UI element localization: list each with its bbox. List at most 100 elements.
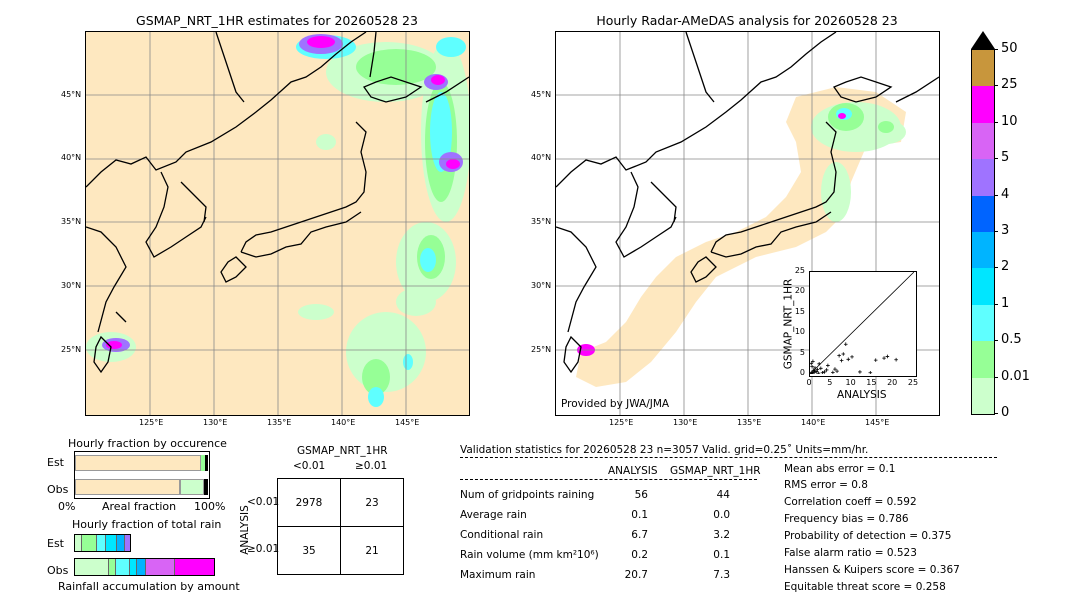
scatter-point	[811, 359, 815, 364]
scatter-point	[858, 370, 862, 374]
validation-row-analysis: 20.7	[624, 569, 648, 581]
validation-col-rule	[460, 479, 757, 480]
colorbar-tick-mark	[994, 85, 998, 87]
total-est-bar	[74, 534, 131, 552]
validation-row-label: Num of gridpoints raining	[460, 489, 595, 501]
score-rmse: RMS error = 0.8	[784, 479, 868, 491]
colorbar-segment	[972, 232, 994, 269]
colorbar-segment	[972, 377, 994, 415]
scatter-point	[868, 370, 873, 375]
scatter-y-tick-label: 0	[799, 368, 805, 377]
contingency-cell-miss: 35	[277, 526, 341, 575]
scatter-point	[822, 370, 827, 374]
occurrence-est-bar-rain	[201, 455, 205, 471]
colorbar	[971, 49, 995, 415]
colorbar-tick-mark	[994, 231, 998, 232]
left-lon-135: 135°E	[267, 418, 292, 427]
total-obs-bar	[74, 558, 215, 576]
right-lon-135: 135°E	[737, 418, 762, 427]
scatter-ylabel: GSMAP_NRT_1HR	[782, 278, 795, 370]
colorbar-tick-label: 2	[1001, 259, 1010, 275]
right-coastline	[556, 32, 939, 374]
scatter-point	[850, 355, 854, 359]
validation-row-gsmap: 44	[716, 489, 730, 501]
scatter-xlabel: ANALYSIS	[837, 389, 887, 401]
left-lat-35: 35°N	[61, 217, 82, 226]
contingency-cell-hit-none: 2978	[277, 478, 341, 527]
score-hk: Hanssen & Kuipers score = 0.367	[784, 564, 960, 576]
occurrence-obs-bar-edge	[204, 479, 208, 495]
right-lat-25: 25°N	[531, 345, 552, 354]
colorbar-tick-mark	[994, 49, 998, 50]
validation-row-gsmap: 7.3	[713, 569, 730, 581]
right-map-credit: Provided by JWA/JMA	[561, 398, 670, 410]
validation-header: Validation statistics for 20260528 23 n=…	[460, 444, 869, 456]
right-lon-125: 125°E	[609, 418, 634, 427]
colorbar-tick-mark	[994, 413, 998, 414]
validation-row-analysis: 0.1	[631, 509, 648, 521]
scatter-x-tick-label: 15	[866, 378, 877, 387]
scatter-x-tick-label: 25	[907, 378, 919, 387]
scatter-point	[817, 362, 821, 366]
occurrence-obs-bar-none	[75, 479, 180, 495]
right-lat-30: 30°N	[531, 281, 552, 290]
occurrence-axis-mid: Areal fraction	[102, 500, 177, 513]
occurrence-est-label: Est	[47, 456, 64, 469]
scatter-x-tick-label: 0	[806, 378, 812, 387]
left-lat-40: 40°N	[61, 153, 82, 162]
colorbar-segment	[972, 341, 994, 378]
right-coverage-area	[576, 87, 906, 387]
colorbar-segment	[972, 268, 994, 305]
scatter-point	[833, 367, 837, 371]
validation-row-gsmap: 0.1	[713, 549, 730, 561]
validation-row-label: Average rain	[460, 509, 527, 521]
scatter-points	[809, 342, 898, 376]
contingency-row-lt: <0.01	[247, 496, 280, 508]
left-lat-45: 45°N	[61, 90, 82, 99]
validation-row-analysis: 6.7	[631, 529, 648, 541]
scatter-point	[894, 357, 898, 362]
colorbar-tick-mark	[994, 303, 998, 305]
left-lon-130: 130°E	[203, 418, 228, 427]
scatter-point	[810, 364, 814, 369]
colorbar-tick-label: 0	[1001, 405, 1010, 420]
left-lat-30: 30°N	[61, 281, 82, 290]
occurrence-title: Hourly fraction by occurence	[68, 437, 227, 450]
colorbar-segment	[972, 122, 994, 160]
validation-row-label: Rain volume (mm km²10⁶)	[460, 549, 599, 561]
colorbar-tick-label: 0.5	[1001, 332, 1022, 348]
colorbar-tick-mark	[994, 121, 998, 123]
colorbar-tick-label: 5	[1001, 150, 1010, 166]
scatter-point	[839, 358, 844, 363]
scatter-point	[873, 358, 878, 362]
colorbar-tick-mark	[994, 376, 998, 378]
total-bars	[74, 532, 215, 578]
right-map-title: Hourly Radar-AMeDAS analysis for 2026052…	[596, 13, 898, 28]
left-map-canvas	[86, 32, 469, 415]
occurrence-est-bar-edge	[205, 455, 208, 471]
scatter-point	[835, 369, 839, 373]
left-coastline	[86, 32, 469, 374]
scatter-point	[837, 353, 841, 358]
colorbar-tick-label: 10	[1001, 113, 1018, 129]
scatter-point	[846, 357, 851, 362]
colorbar-tick-label: 25	[1001, 77, 1018, 93]
scatter-point	[813, 366, 817, 370]
validation-row-gsmap: 3.2	[713, 529, 730, 541]
colorbar-segment	[972, 195, 994, 233]
scatter-inset	[809, 271, 917, 377]
validation-row-label: Conditional rain	[460, 529, 544, 541]
score-ets: Equitable threat score = 0.258	[784, 581, 946, 593]
occurrence-est-bar-none	[75, 455, 201, 471]
left-map	[85, 31, 470, 416]
scatter-x-tick-label: 10	[845, 378, 856, 387]
score-pod: Probability of detection = 0.375	[784, 530, 952, 542]
score-frequency-bias: Frequency bias = 0.786	[784, 513, 909, 525]
score-far: False alarm ratio = 0.523	[784, 547, 917, 559]
colorbar-tick-label: 3	[1001, 223, 1010, 238]
colorbar-segment	[972, 86, 994, 123]
scatter-x-tick-label: 20	[887, 378, 898, 387]
contingency-cell-hit: 21	[340, 526, 404, 575]
colorbar-tick-mark	[994, 340, 998, 342]
contingency-table: 2978 23 35 21	[277, 478, 404, 575]
